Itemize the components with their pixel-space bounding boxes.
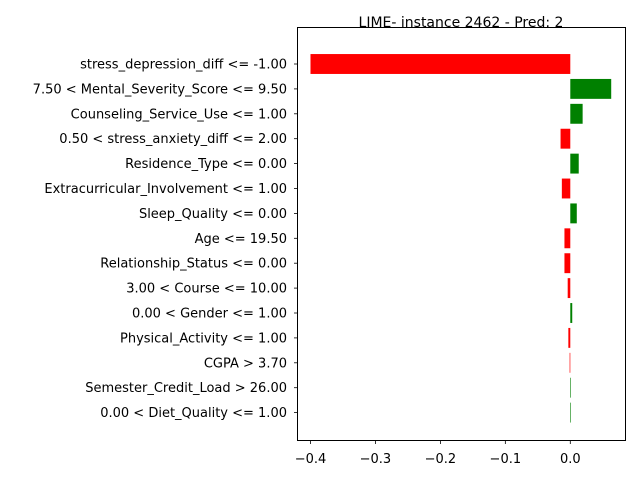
y-tick-label: CGPA > 3.70 <box>204 356 287 371</box>
bar <box>569 352 571 373</box>
bar <box>561 178 571 199</box>
x-tick-label: −0.4 <box>295 452 327 467</box>
y-tick-labels: stress_depression_diff <= -1.00 7.50 < Me… <box>33 58 298 421</box>
y-tick-label: Extracurricular_Involvement <= 1.00 <box>44 182 287 197</box>
y-tick-label: 0.00 < Gender <= 1.00 <box>132 307 287 322</box>
y-tick-label: Relationship_Status <= 0.00 <box>100 257 287 272</box>
bar <box>570 377 571 398</box>
bar <box>570 153 579 174</box>
bars-group <box>310 54 612 423</box>
x-tick-label: −0.1 <box>490 452 522 467</box>
bar <box>570 203 577 224</box>
x-tick-label: 0.0 <box>560 452 581 467</box>
y-tick-label: stress_depression_diff <= -1.00 <box>80 58 287 73</box>
x-tick-label: −0.2 <box>425 452 457 467</box>
y-tick-label: Counseling_Service_Use <= 1.00 <box>71 107 287 122</box>
y-tick-label: 0.50 < stress_anxiety_diff <= 2.00 <box>59 132 287 147</box>
y-tick-label: 7.50 < Mental_Severity_Score <= 9.50 <box>33 82 287 97</box>
plot-frame <box>297 27 626 441</box>
bar <box>564 228 571 249</box>
bar <box>570 303 573 323</box>
bar <box>568 327 571 348</box>
bar <box>570 78 612 99</box>
bar <box>570 103 583 124</box>
y-tick-label: Residence_Type <= 0.00 <box>125 157 287 172</box>
y-tick-label: Age <= 19.50 <box>195 232 287 247</box>
bar <box>560 128 571 149</box>
bar <box>310 54 571 74</box>
y-tick-label: 3.00 < Course <= 10.00 <box>126 282 287 297</box>
bar <box>564 253 571 274</box>
y-tick-label: Sleep_Quality <= 0.00 <box>139 207 287 222</box>
y-tick-label: 0.00 < Diet_Quality <= 1.00 <box>100 406 287 421</box>
bar <box>567 278 571 299</box>
x-ticks: −0.4 −0.3 −0.2 −0.1 0.0 <box>295 440 581 467</box>
chart-title: LIME- instance 2462 - Pred: 2 <box>359 15 564 31</box>
y-tick-label: Semester_Credit_Load > 26.00 <box>85 381 287 396</box>
y-tick-label: Physical_Activity <= 1.00 <box>120 331 287 346</box>
bar <box>570 402 571 423</box>
x-tick-label: −0.3 <box>360 452 392 467</box>
